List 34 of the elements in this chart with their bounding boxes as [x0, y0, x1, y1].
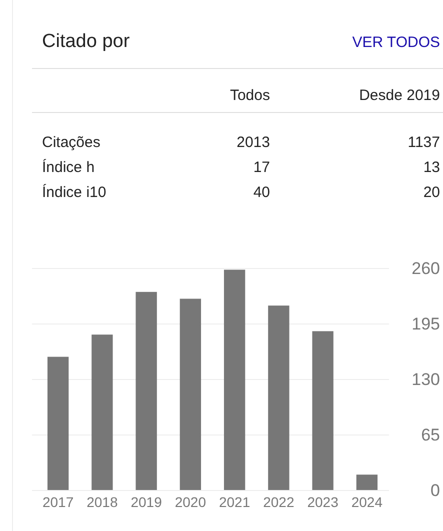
x-tick-label: 2017: [42, 494, 74, 510]
y-tick-label: 195: [412, 314, 440, 334]
y-tick-label: 130: [412, 370, 440, 389]
text: Citações: [42, 134, 100, 151]
text: 40: [253, 184, 270, 201]
text: Todos: [230, 87, 270, 104]
x-tick-label: 2020: [174, 494, 206, 510]
bar: [224, 270, 246, 490]
bar: [312, 331, 334, 490]
bar: [92, 334, 113, 490]
text: 17: [253, 159, 270, 176]
y-tick-label: 65: [421, 425, 440, 444]
text: Desde 2019: [359, 87, 440, 104]
text: Citado por: [42, 31, 130, 52]
x-tick-label: 2019: [130, 494, 162, 510]
x-tick-label: 2021: [218, 494, 250, 510]
y-tick-label: 260: [412, 258, 440, 278]
text: 20: [423, 184, 440, 201]
bar: [180, 298, 202, 490]
text: Índice i10: [42, 183, 106, 201]
text: VER TODOS: [352, 34, 440, 51]
x-tick-label: 2024: [351, 494, 383, 510]
x-tick-label: 2018: [86, 494, 118, 510]
text: 1137: [408, 134, 440, 151]
bar: [47, 356, 69, 490]
text: Índice h: [42, 158, 95, 176]
text: 2013: [236, 134, 270, 151]
bar: [268, 306, 290, 490]
x-tick-label: 2022: [263, 494, 294, 510]
x-tick-label: 2023: [307, 494, 339, 510]
text: 13: [423, 159, 440, 176]
bar: [356, 474, 378, 490]
y-tick-label: 0: [430, 480, 440, 500]
bar: [136, 292, 157, 490]
